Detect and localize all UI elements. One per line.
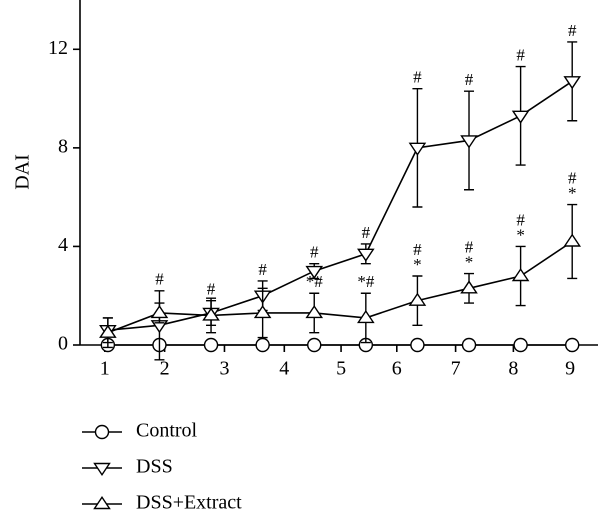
legend-marker xyxy=(93,462,111,477)
legend-label: Control xyxy=(136,420,198,442)
legend-marker xyxy=(93,495,111,510)
point xyxy=(410,337,425,353)
x-tick-label: 9 xyxy=(565,358,575,380)
point xyxy=(255,337,270,353)
point xyxy=(305,304,324,319)
point xyxy=(253,304,272,319)
y-axis-label: DAI xyxy=(12,154,34,190)
annotation: # xyxy=(465,237,474,256)
annotation: *# xyxy=(306,272,324,291)
point xyxy=(460,135,478,149)
point xyxy=(408,142,427,156)
point xyxy=(99,324,117,338)
y-tick-label: 0 xyxy=(58,333,68,355)
point xyxy=(307,337,322,353)
y-tick-label: 12 xyxy=(48,37,68,59)
annotation: # xyxy=(568,168,577,187)
point xyxy=(202,307,220,321)
annotation: # xyxy=(568,21,577,40)
annotation: # xyxy=(413,240,422,259)
annotation: # xyxy=(465,70,474,89)
point xyxy=(565,337,580,353)
legend-marker xyxy=(94,424,110,440)
x-tick-label: 8 xyxy=(508,358,518,380)
legend-label: DSS xyxy=(136,456,173,478)
point xyxy=(511,267,530,282)
point xyxy=(357,309,375,324)
point xyxy=(563,233,582,247)
point xyxy=(305,265,324,280)
annotation: * xyxy=(413,255,422,274)
annotation: # xyxy=(155,270,164,289)
annotation: * xyxy=(516,225,525,244)
x-tick-label: 6 xyxy=(392,358,402,380)
y-tick-label: 4 xyxy=(58,234,68,256)
legend-label: DSS+Extract xyxy=(136,492,242,514)
x-tick-label: 2 xyxy=(160,358,170,380)
point xyxy=(357,248,375,262)
annotation: # xyxy=(207,280,216,299)
x-tick-label: 4 xyxy=(279,358,289,380)
point xyxy=(563,76,582,90)
point xyxy=(408,292,427,306)
annotation: # xyxy=(516,45,525,64)
series-line xyxy=(107,80,573,332)
x-tick-label: 7 xyxy=(451,358,461,380)
x-tick-label: 3 xyxy=(219,358,229,380)
annotation: # xyxy=(516,210,525,229)
annotation: # xyxy=(413,68,422,87)
annotation: # xyxy=(310,243,319,262)
annotation: # xyxy=(258,260,267,279)
annotation: # xyxy=(362,223,371,242)
point xyxy=(461,337,477,353)
annotation: * xyxy=(568,183,577,202)
point xyxy=(511,110,530,124)
point xyxy=(150,304,169,319)
point xyxy=(513,337,528,353)
y-tick-label: 8 xyxy=(58,135,68,157)
annotation: *# xyxy=(357,272,375,291)
x-tick-label: 1 xyxy=(100,358,110,380)
annotation: * xyxy=(465,252,474,271)
series-line xyxy=(107,240,573,334)
point xyxy=(460,280,478,294)
point xyxy=(203,337,219,353)
x-tick-label: 5 xyxy=(336,358,346,380)
